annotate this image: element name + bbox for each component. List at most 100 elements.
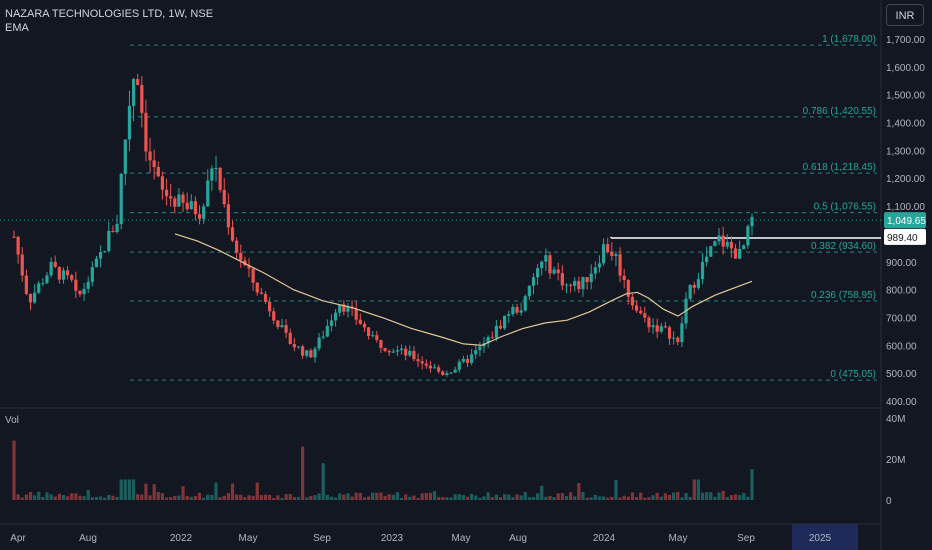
candle-body	[465, 358, 470, 363]
y-tick-label: 1,400.00	[886, 119, 925, 130]
volume-bar	[313, 495, 317, 500]
volume-bar	[395, 492, 400, 500]
candle-body	[614, 254, 618, 257]
volume-bar	[519, 495, 523, 500]
candle-body	[329, 320, 334, 326]
candle-body	[449, 372, 453, 374]
candle-body	[152, 160, 156, 168]
volume-bar	[189, 496, 193, 500]
candle-body	[309, 350, 313, 358]
price-label-bg	[884, 228, 926, 245]
volume-bar	[486, 492, 490, 500]
candle-body	[173, 198, 177, 207]
candle-body	[408, 351, 412, 356]
candle-body	[98, 252, 103, 259]
candle-body	[230, 227, 235, 241]
volume-bar	[643, 497, 647, 500]
volume-bar	[383, 495, 387, 500]
candle-body	[404, 348, 408, 356]
volume-bar	[296, 497, 301, 500]
candle-body	[115, 224, 119, 233]
volume-bar	[647, 497, 651, 500]
candle-body	[519, 310, 523, 313]
volume-tick-label: 20M	[886, 455, 905, 466]
volume-bars	[12, 440, 754, 500]
volume-bar	[57, 493, 61, 500]
candle-body	[643, 313, 647, 318]
volume-bar	[738, 495, 742, 500]
volume-bar	[692, 479, 696, 500]
volume-bar	[746, 496, 750, 500]
fib-level-label: 0.382 (934.60)	[811, 241, 876, 252]
candle-body	[729, 242, 733, 249]
candle-body	[131, 79, 136, 106]
volume-bar	[255, 482, 259, 500]
x-tick-label: Aug	[79, 533, 97, 544]
candle-body	[494, 325, 498, 338]
candle-body	[474, 350, 478, 355]
volume-bar	[655, 492, 659, 500]
volume-bar	[651, 495, 655, 500]
candle-body	[486, 337, 490, 344]
candle-body	[41, 283, 45, 285]
volume-bar	[626, 496, 630, 500]
candle-body	[301, 346, 305, 356]
candle-body	[226, 204, 230, 228]
candle-body	[445, 373, 449, 375]
volume-bar	[391, 494, 395, 500]
volume-bar	[305, 497, 309, 500]
volume-bar	[218, 497, 222, 500]
candle-body	[272, 311, 276, 321]
y-tick-label: 1,300.00	[886, 146, 925, 157]
candle-body	[206, 180, 210, 207]
candle-body	[585, 277, 589, 283]
volume-bar	[742, 492, 746, 500]
volume-bar	[280, 497, 284, 500]
candle-body	[90, 267, 94, 282]
candle-body	[742, 245, 746, 249]
volume-bar	[503, 494, 507, 500]
volume-bar	[663, 493, 668, 500]
volume-bar	[453, 494, 457, 500]
candle-body	[470, 354, 474, 363]
volume-bar	[593, 494, 597, 500]
volume-bar	[263, 494, 268, 500]
currency-button[interactable]: INR	[886, 4, 924, 26]
volume-bar	[230, 483, 235, 500]
candle-body	[507, 314, 511, 316]
volume-bar	[98, 496, 103, 500]
candle-body	[416, 359, 420, 362]
candle-body	[177, 194, 181, 207]
candle-body	[626, 280, 630, 297]
candle-body	[663, 326, 668, 328]
volume-bar	[74, 493, 78, 500]
candle-body	[12, 236, 16, 238]
candle-body	[655, 325, 659, 332]
volume-bar	[412, 495, 416, 500]
volume-bar	[259, 495, 263, 500]
candle-body	[362, 323, 367, 328]
volume-bar	[511, 497, 515, 500]
candle-body	[676, 337, 680, 342]
volume-bar	[86, 489, 90, 500]
candle-body	[45, 275, 49, 284]
candle-body	[647, 317, 651, 328]
volume-bar	[527, 497, 531, 500]
candle-body	[57, 266, 61, 280]
candle-body	[746, 226, 750, 246]
candle-body	[210, 168, 214, 181]
y-tick-label: 600.00	[886, 341, 917, 352]
candle-body	[24, 275, 28, 294]
candle-body	[523, 296, 527, 311]
volume-bar	[309, 495, 313, 500]
volume-bar	[210, 494, 214, 500]
volume-bar	[136, 494, 140, 500]
volume-bar	[115, 496, 119, 500]
candle-body	[296, 346, 301, 348]
volume-bar	[288, 494, 292, 500]
volume-bar	[338, 493, 342, 500]
volume-bar	[589, 497, 593, 500]
candle-body	[556, 269, 560, 274]
year-2025-highlight	[792, 524, 858, 550]
